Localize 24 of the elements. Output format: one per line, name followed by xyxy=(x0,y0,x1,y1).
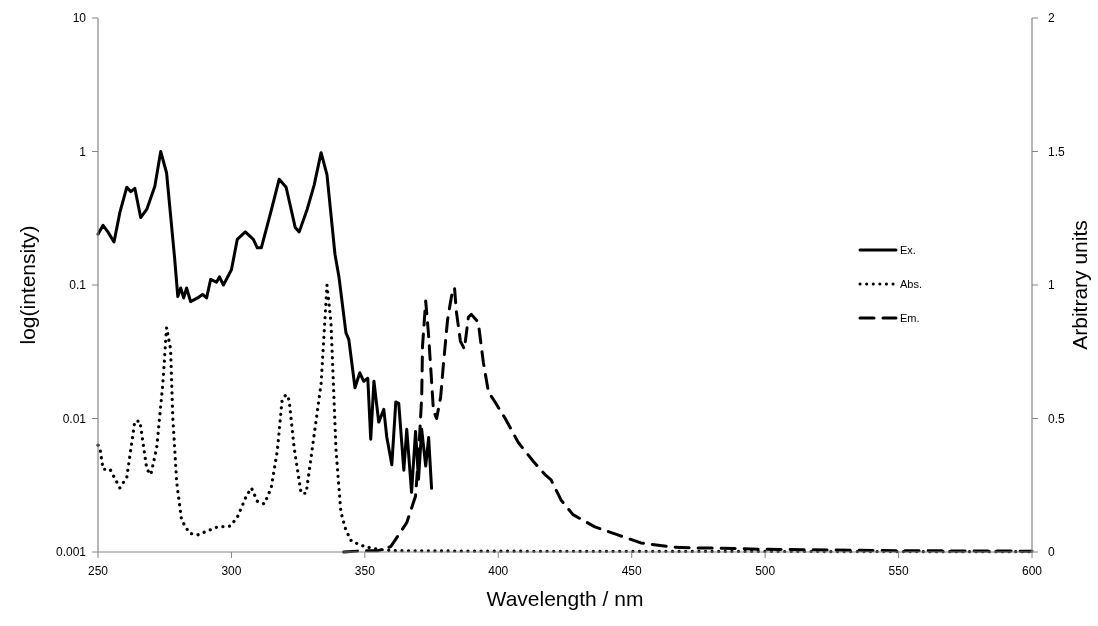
y2-tick-label: 0 xyxy=(1048,545,1055,559)
y-tick-label: 1 xyxy=(79,144,87,159)
x-tick-label: 250 xyxy=(87,564,109,578)
x-tick-label: 600 xyxy=(1021,564,1043,578)
legend-label: Em. xyxy=(900,312,920,324)
x-tick-label: 300 xyxy=(221,564,242,578)
y2-tick-label: 2 xyxy=(1048,11,1055,25)
y-tick-label: 0.001 xyxy=(55,545,87,559)
legend-label: Abs. xyxy=(900,278,923,290)
x-tick-label: 400 xyxy=(488,564,509,578)
x-tick-label: 450 xyxy=(621,564,643,578)
y2-tick-label: 1 xyxy=(1048,278,1055,292)
legend-label: Ex. xyxy=(900,244,916,256)
x-tick-label: 500 xyxy=(755,564,776,578)
x-tick-label: 350 xyxy=(354,564,376,578)
y2-axis-title: Arbitrary units xyxy=(1068,220,1091,350)
x-axis-title: Wavelength / nm xyxy=(486,587,644,610)
y-tick-label: 0.1 xyxy=(69,278,87,292)
x-tick-label: 550 xyxy=(888,564,909,578)
y2-tick-label: 0.5 xyxy=(1048,411,1066,426)
y-axis-title: log(intensity) xyxy=(16,225,39,345)
y-tick-label: 10 xyxy=(72,11,87,25)
y-tick-label: 0.01 xyxy=(62,411,87,426)
y2-tick-label: 1.5 xyxy=(1048,144,1066,159)
